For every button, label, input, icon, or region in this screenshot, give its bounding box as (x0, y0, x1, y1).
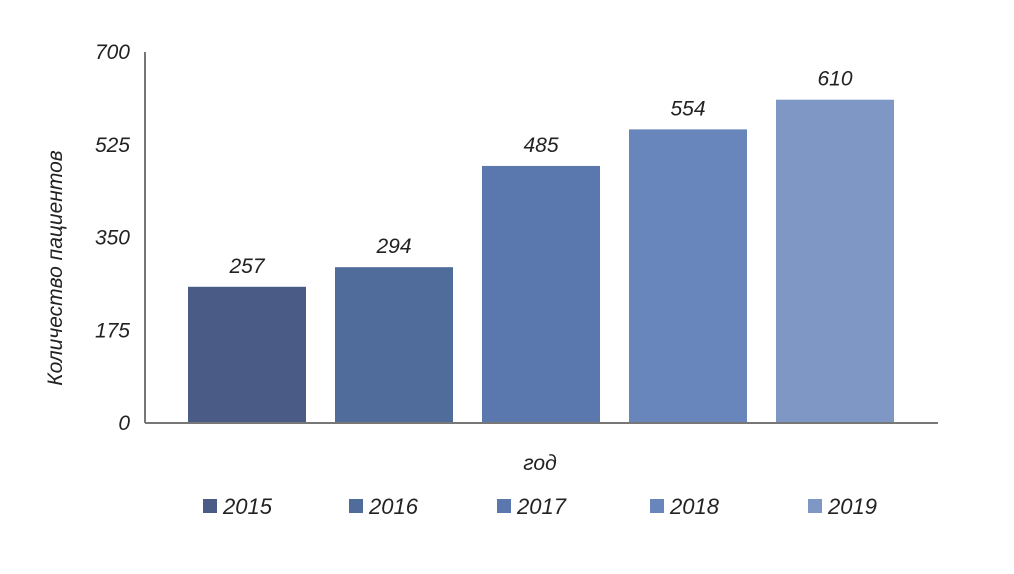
y-tick-label-1: 175 (95, 319, 130, 342)
bar-2017 (482, 165, 600, 423)
legend-swatch-2017 (497, 499, 511, 513)
legend-label-2016: 2016 (368, 494, 419, 519)
legend-swatch-2016 (349, 499, 363, 513)
data-label-2017: 485 (523, 134, 558, 157)
legend-label-2017: 2017 (516, 494, 567, 519)
bar-2015 (188, 286, 306, 423)
data-label-2015: 257 (228, 255, 265, 278)
bar-2019 (776, 99, 894, 423)
y-axis-ticks: 0 175 350 525 700 (95, 41, 130, 435)
legend-label-2015: 2015 (222, 494, 273, 519)
legend-label-2019: 2019 (827, 494, 877, 519)
y-tick-label-3: 525 (95, 134, 130, 157)
data-label-2018: 554 (670, 97, 705, 120)
data-label-2016: 294 (375, 235, 411, 258)
bars (188, 99, 894, 423)
legend-label-2018: 2018 (669, 494, 720, 519)
bar-2016 (335, 267, 453, 423)
data-labels: 257 294 485 554 610 (228, 68, 852, 278)
bar-2018 (629, 129, 747, 423)
legend-swatch-2019 (808, 499, 822, 513)
x-axis-title: год (523, 452, 556, 475)
y-tick-label-4: 700 (95, 41, 130, 64)
y-tick-label-2: 350 (95, 227, 130, 250)
y-tick-label-0: 0 (118, 412, 130, 435)
legend-swatch-2018 (650, 499, 664, 513)
legend-swatch-2015 (203, 499, 217, 513)
legend: 2015 2016 2017 2018 2019 (203, 494, 877, 519)
y-axis-title: Количество пациентов (44, 150, 67, 386)
data-label-2019: 610 (817, 68, 852, 91)
